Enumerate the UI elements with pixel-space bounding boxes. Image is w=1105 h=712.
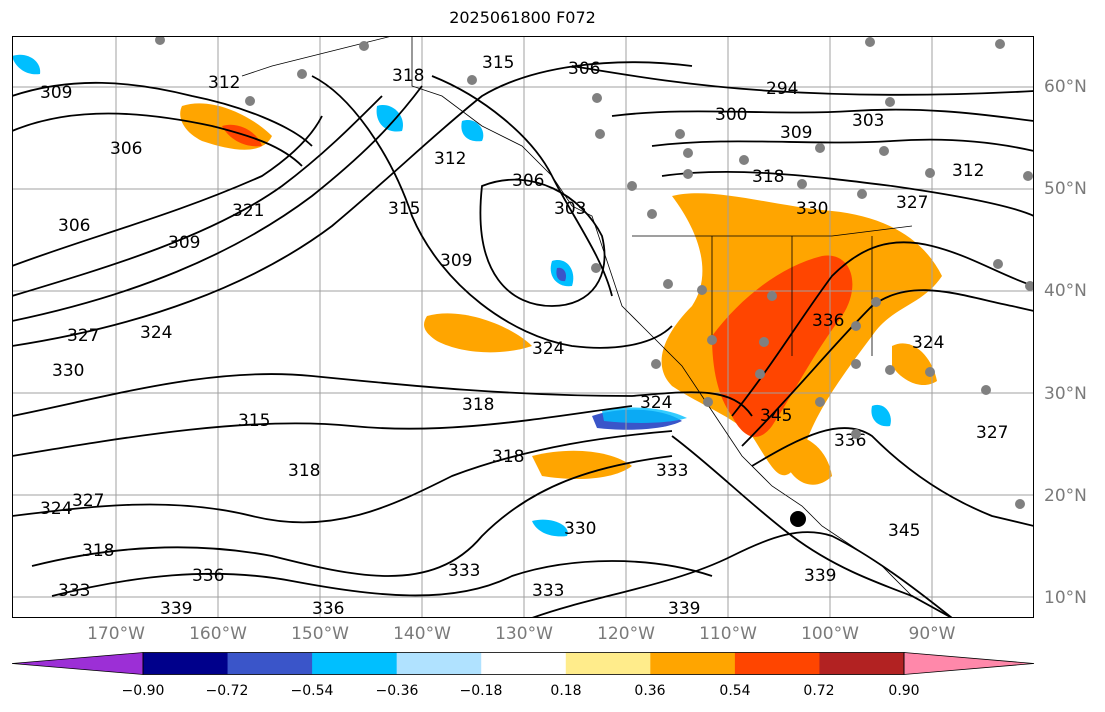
contour-label: 339 (804, 566, 836, 586)
contour-label: 294 (766, 79, 798, 99)
contour-label: 330 (564, 519, 596, 539)
colorbar-segment (734, 652, 820, 675)
colorbar-segment (904, 652, 1034, 675)
height-contours (12, 61, 1034, 618)
lat-label: 60°N (1044, 77, 1087, 97)
contour-label: 339 (160, 599, 192, 618)
contour-label: 315 (388, 199, 420, 219)
contour-label: 303 (852, 111, 884, 131)
lon-label: 170°W (87, 624, 145, 644)
contour-label: 324 (640, 393, 672, 413)
contour-label: 306 (58, 216, 90, 236)
colorbar-tick: −0.90 (121, 683, 165, 699)
contour-label: 312 (952, 161, 984, 181)
contour-label: 345 (760, 406, 792, 426)
lon-label: 100°W (801, 624, 859, 644)
contour-label: 345 (888, 521, 920, 541)
station-markers (155, 36, 1034, 509)
contour-label: 333 (656, 461, 688, 481)
colorbar-segment (819, 652, 905, 675)
contour-label: 333 (532, 581, 564, 601)
lat-label: 30°N (1044, 384, 1087, 404)
contour-label: 306 (512, 171, 544, 191)
colorbar-segment (650, 652, 736, 675)
colorbar-segment (565, 652, 651, 675)
contour-label: 336 (812, 311, 844, 331)
contour-label: 324 (912, 333, 944, 353)
contour-label: 321 (232, 201, 264, 221)
contour-label: 318 (752, 167, 784, 187)
lon-label: 110°W (699, 624, 757, 644)
lon-label: 120°W (597, 624, 655, 644)
lon-label: 130°W (495, 624, 553, 644)
colorbar-tick: −0.18 (459, 683, 503, 699)
contour-label: 336 (192, 566, 224, 586)
contour-label: 327 (67, 326, 99, 346)
lon-label: 140°W (393, 624, 451, 644)
colorbar-tick: 0.18 (550, 683, 582, 699)
colorbar-tick: 0.90 (888, 683, 920, 699)
contour-label: 306 (110, 139, 142, 159)
colorbar-tick: 0.54 (719, 683, 751, 699)
lon-label: 160°W (189, 624, 247, 644)
colorbar-segment (396, 652, 482, 675)
colorbar-segment (481, 652, 567, 675)
colorbar-segment (12, 652, 143, 675)
contour-label: 318 (392, 66, 424, 86)
contour-label: 333 (58, 581, 90, 601)
contour-label: 330 (52, 361, 84, 381)
contour-label: 318 (288, 461, 320, 481)
colorbar-tick: 0.36 (634, 683, 666, 699)
contour-label: 336 (312, 599, 344, 618)
colorbar-segment (312, 652, 398, 675)
graticule (12, 36, 1034, 618)
contour-label: 324 (140, 323, 172, 343)
lon-label: 90°W (908, 624, 956, 644)
contour-label: 309 (780, 123, 812, 143)
contour-label: 339 (668, 599, 700, 618)
contour-label: 318 (492, 447, 524, 467)
contour-label: 309 (40, 83, 72, 103)
contour-label: 318 (82, 541, 114, 561)
lat-label: 20°N (1044, 486, 1087, 506)
contour-label: 330 (796, 199, 828, 219)
colorbar (12, 652, 1035, 675)
contour-label: 327 (896, 193, 928, 213)
colorbar-tick: 0.72 (803, 683, 835, 699)
colorbar-tick: −0.72 (205, 683, 249, 699)
colorbar-tick: −0.36 (375, 683, 419, 699)
contour-label: 324 (40, 499, 72, 519)
contour-label: 306 (568, 59, 600, 79)
colorbar-tick: −0.54 (290, 683, 334, 699)
lat-label: 40°N (1044, 281, 1087, 301)
contour-label: 300 (715, 105, 747, 125)
contour-label: 309 (440, 251, 472, 271)
contour-label: 315 (482, 53, 514, 73)
colorbar-segments (12, 652, 1034, 675)
contour-labels: 309 312 318 315 306 294 300 303 309 312 … (40, 53, 1008, 618)
lat-label: 10°N (1044, 588, 1087, 608)
colorbar-segment (227, 652, 313, 675)
contour-label: 333 (448, 561, 480, 581)
location-marker (790, 511, 806, 527)
lat-label: 50°N (1044, 179, 1087, 199)
map-title: 2025061800 F072 (449, 8, 596, 27)
contour-label: 303 (554, 199, 586, 219)
contour-label: 336 (834, 431, 866, 451)
contour-label: 312 (208, 73, 240, 93)
contour-label: 327 (72, 491, 104, 511)
contour-label: 309 (168, 233, 200, 253)
contour-label: 327 (976, 423, 1008, 443)
contour-label: 318 (462, 395, 494, 415)
contour-label: 324 (532, 339, 564, 359)
map-panel: 309 312 318 315 306 294 300 303 309 312 … (12, 36, 1034, 618)
contour-label: 315 (238, 411, 270, 431)
colorbar-segment (143, 652, 229, 675)
lon-label: 150°W (291, 624, 349, 644)
contour-label: 312 (434, 149, 466, 169)
